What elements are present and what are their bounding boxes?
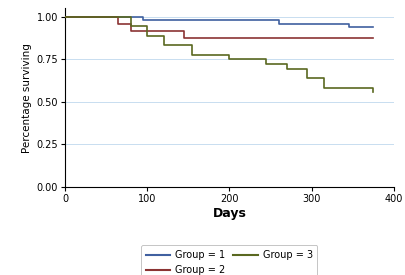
X-axis label: Days: Days <box>212 207 246 220</box>
Y-axis label: Percentage surviving: Percentage surviving <box>22 43 32 153</box>
Legend: Group = 1, Group = 2, Group = 3: Group = 1, Group = 2, Group = 3 <box>141 246 317 275</box>
